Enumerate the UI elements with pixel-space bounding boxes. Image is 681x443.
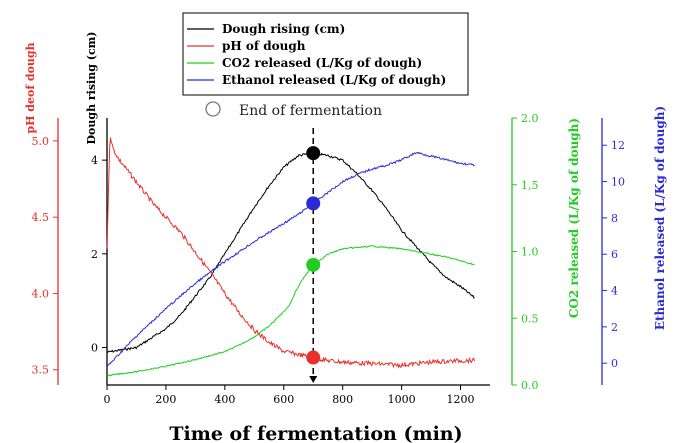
ethanol-tick-label: 10: [611, 176, 625, 189]
co2-tick-label: 1,5: [521, 179, 539, 192]
co2-tick-label: 0.0: [521, 379, 539, 392]
ph-tick-label: 4.5: [32, 211, 50, 224]
end-of-fermentation-arrow: [309, 376, 318, 383]
legend-label-co2: CO2 released (L/Kg of dough): [222, 56, 422, 70]
end-marker-ethanol: [306, 196, 321, 211]
series-line-co2: [106, 245, 475, 377]
series-line-ph: [106, 137, 476, 369]
co2-axis-label: CO2 released (L/Kg of dough): [567, 118, 581, 318]
co2-tick-label: 2.0: [521, 112, 539, 125]
legend-label-ethanol: Ethanol released (L/Kg of dough): [222, 73, 446, 87]
series-line-ethanol: [106, 151, 475, 368]
legend-label-ph: pH of dough: [222, 39, 306, 53]
legend: Dough rising (cm) pH of dough CO2 releas…: [182, 12, 469, 96]
ethanol-tick-label: 2: [611, 321, 618, 334]
ethanol-axis-label: Ethanol released (L/Kg of dough): [653, 106, 667, 330]
co2-tick-label: 1.0: [521, 246, 539, 259]
end-of-fermentation-label: End of fermentation: [239, 103, 382, 119]
x-tick-label: 1200: [447, 393, 475, 406]
x-tick-label: 200: [155, 393, 176, 406]
end-marker-dough: [306, 146, 321, 161]
x-tick-label: 800: [332, 393, 353, 406]
x-tick-label: 1000: [388, 393, 416, 406]
legend-frame: [182, 12, 469, 96]
end-of-fermentation-markers: [306, 128, 321, 383]
ethanol-tick-label: 8: [611, 212, 618, 225]
dough-axis-label: Dough rising (cm): [85, 31, 98, 144]
ethanol-tick-label: 4: [611, 285, 618, 298]
end-marker-ph: [306, 350, 321, 365]
end-of-fermentation-legend-marker: [205, 101, 221, 117]
x-tick-label: 400: [214, 393, 235, 406]
series-line-dough: [107, 151, 475, 353]
series-layer: [106, 137, 476, 377]
x-tick-label: 0: [104, 393, 111, 406]
ethanol-tick-label: 6: [611, 248, 618, 261]
ph-tick-label: 3.5: [32, 364, 50, 377]
ethanol-tick-label: 12: [611, 139, 625, 152]
x-axis-label: Time of fermentation (min): [169, 423, 462, 443]
dough-tick-label: 4: [91, 154, 98, 167]
ph-tick-label: 4.0: [32, 287, 50, 300]
dough-tick-label: 2: [91, 248, 98, 261]
ph-axis-label: pH deof dough: [24, 42, 37, 133]
co2-tick-label: 0.5: [521, 312, 539, 325]
dough-tick-label: 0: [91, 342, 98, 355]
x-tick-label: 600: [273, 393, 294, 406]
ph-tick-label: 5.0: [32, 135, 50, 148]
ethanol-tick-label: 0: [611, 357, 618, 370]
legend-label-dough: Dough rising (cm): [222, 22, 345, 36]
axes-layer: 0 200 400 600 800 1000 1200 3.5 4.0 4.5 5.0 0 2 4 0.0 0…: [32, 112, 626, 406]
end-marker-co2: [306, 257, 321, 272]
